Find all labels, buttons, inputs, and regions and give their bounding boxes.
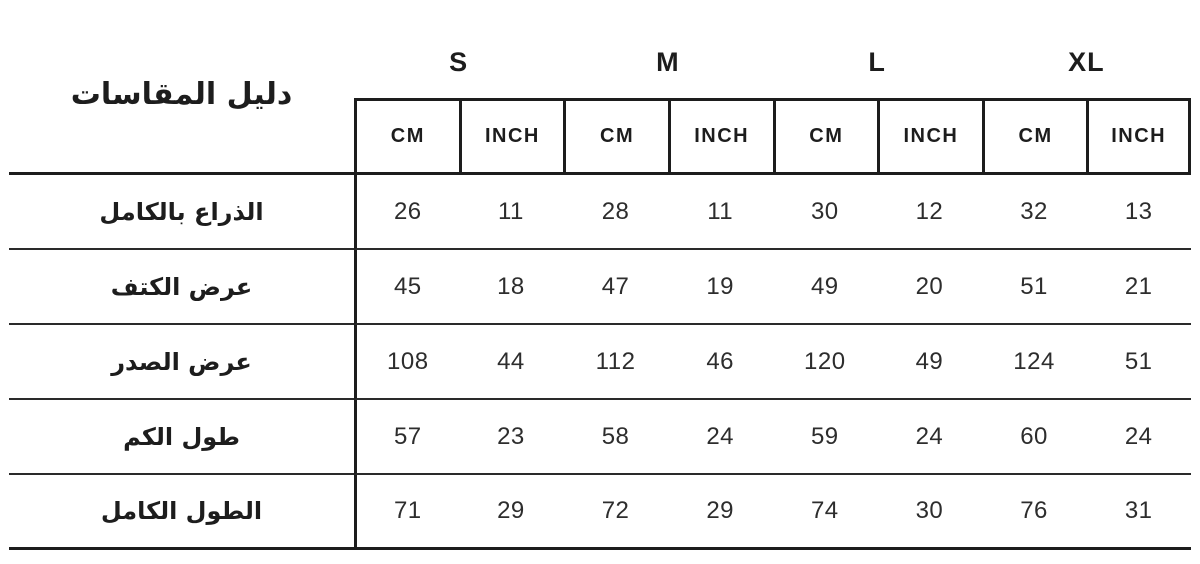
value-cell: 49 — [877, 325, 982, 400]
row-label-chest-width: عرض الصدر — [9, 325, 354, 400]
size-header-m: M — [656, 46, 680, 77]
size-header-xl: XL — [1068, 46, 1105, 77]
unit-header-inch: INCH — [458, 98, 564, 175]
value-cell: 30 — [772, 175, 878, 250]
value-cell: 19 — [667, 250, 773, 325]
value-cell: 74 — [772, 475, 878, 550]
value-cell: 13 — [1086, 175, 1191, 250]
page-title: دليل المقاسات — [9, 0, 354, 175]
value-cell: 31 — [1086, 475, 1191, 550]
value-cell: 45 — [354, 250, 459, 325]
size-guide-table: دليل المقاسات S M L XL CM INCH CM INCH C… — [9, 0, 1191, 550]
value-cell: 60 — [981, 400, 1087, 475]
value-cell: 46 — [667, 325, 773, 400]
unit-header-cm: CM — [354, 98, 459, 175]
value-cell: 120 — [772, 325, 878, 400]
value-cell: 47 — [563, 250, 668, 325]
value-cell: 21 — [1086, 250, 1191, 325]
unit-header-inch: INCH — [877, 98, 982, 175]
value-cell: 71 — [354, 475, 459, 550]
value-cell: 30 — [877, 475, 982, 550]
unit-header-cm: CM — [563, 98, 668, 175]
unit-header-cm: CM — [772, 98, 878, 175]
value-cell: 124 — [981, 325, 1087, 400]
value-cell: 32 — [981, 175, 1087, 250]
value-cell: 112 — [563, 325, 668, 400]
row-label-full-length: الطول الكامل — [9, 475, 354, 550]
value-cell: 49 — [772, 250, 878, 325]
value-cell: 28 — [563, 175, 668, 250]
value-cell: 29 — [458, 475, 564, 550]
unit-header-inch: INCH — [667, 98, 773, 175]
unit-header-inch: INCH — [1086, 98, 1191, 175]
value-cell: 11 — [458, 175, 564, 250]
value-cell: 26 — [354, 175, 459, 250]
value-cell: 29 — [667, 475, 773, 550]
value-cell: 23 — [458, 400, 564, 475]
value-cell: 59 — [772, 400, 878, 475]
value-cell: 72 — [563, 475, 668, 550]
value-cell: 24 — [877, 400, 982, 475]
value-cell: 18 — [458, 250, 564, 325]
value-cell: 20 — [877, 250, 982, 325]
value-cell: 12 — [877, 175, 982, 250]
value-cell: 11 — [667, 175, 773, 250]
value-cell: 51 — [1086, 325, 1191, 400]
value-cell: 44 — [458, 325, 564, 400]
row-label-shoulder-width: عرض الكتف — [9, 250, 354, 325]
row-label-sleeve-length: طول الكم — [9, 400, 354, 475]
row-label-full-arm: الذراع بالكامل — [9, 175, 354, 250]
value-cell: 76 — [981, 475, 1087, 550]
size-header-s: S — [449, 46, 469, 77]
value-cell: 51 — [981, 250, 1087, 325]
unit-header-cm: CM — [981, 98, 1087, 175]
value-cell: 108 — [354, 325, 459, 400]
value-cell: 58 — [563, 400, 668, 475]
value-cell: 57 — [354, 400, 459, 475]
value-cell: 24 — [1086, 400, 1191, 475]
size-header-l: L — [868, 46, 886, 77]
value-cell: 24 — [667, 400, 773, 475]
